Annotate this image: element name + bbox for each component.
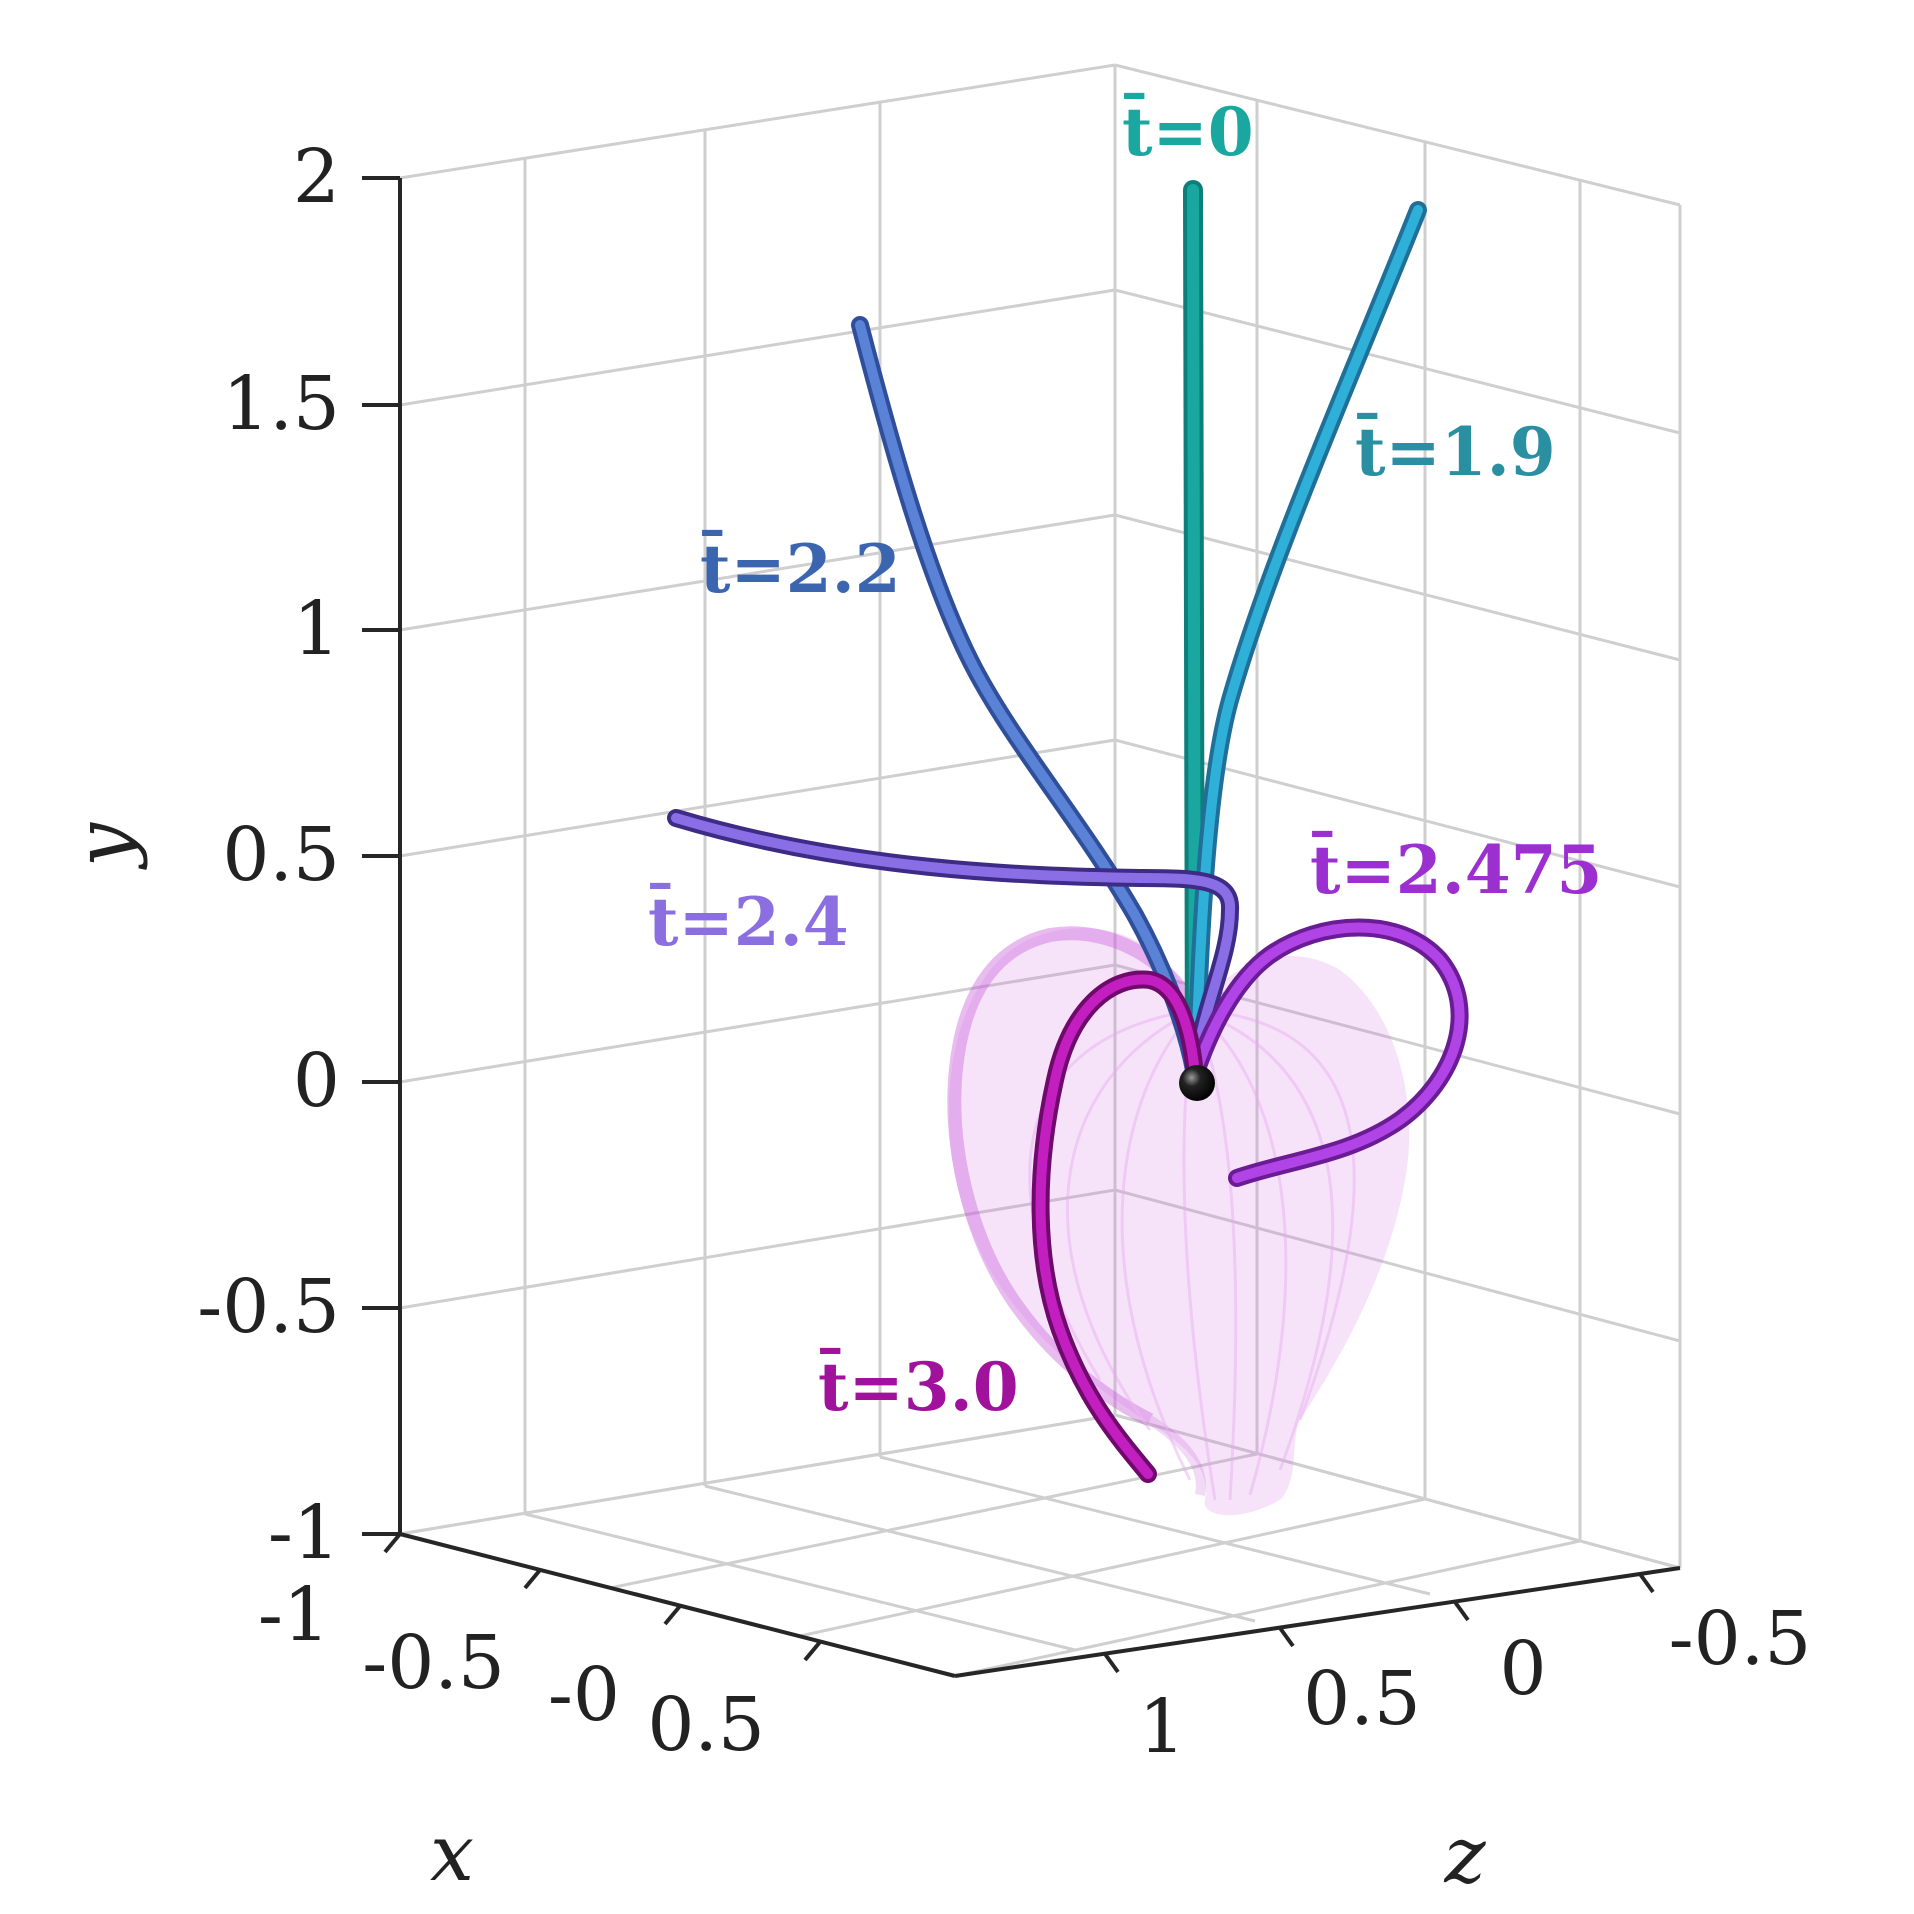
- envelope-trace: [1194, 1008, 1356, 1421]
- curve-label: t̄=1.9: [1355, 412, 1556, 491]
- envelope-edge: [1147, 1415, 1206, 1496]
- envelope-trace: [1066, 1008, 1196, 1431]
- rod-curve-t2.475-highlight: [1190, 922, 1465, 1183]
- x-tick: [663, 1604, 682, 1626]
- grid-line: [399, 513, 1116, 632]
- z-tick: [1453, 1600, 1470, 1622]
- curve-label: t̄=2.4: [648, 882, 849, 961]
- y-tick-label: -0.5: [197, 1264, 340, 1350]
- z-tick: [1103, 1652, 1120, 1674]
- z-tick-label: 1: [1138, 1684, 1185, 1770]
- x-tick-label: 0.5: [647, 1682, 765, 1768]
- curve-label: t̄=2.475: [1310, 830, 1602, 909]
- z-tick-label: 0: [1499, 1626, 1546, 1712]
- grid-line: [399, 288, 1116, 407]
- y-axis-title: y: [59, 822, 149, 870]
- x-axis-title: x: [430, 1809, 474, 1899]
- grid-line: [609, 1452, 1258, 1590]
- rod-curve-t2.2-highlight: [855, 320, 1200, 1080]
- grid-line: [1114, 288, 1681, 435]
- rod-curves: [667, 180, 1469, 1483]
- x-axis-ticks: -1 -0.5 -0 0.5 x: [258, 1532, 822, 1899]
- y-tick-label: 1.5: [222, 361, 340, 447]
- grid-line: [799, 1497, 1426, 1638]
- grid-line: [399, 963, 1116, 1084]
- curve-label: t̄=0: [1122, 92, 1254, 171]
- grid-line: [704, 1484, 1256, 1623]
- anchor-point: [1179, 1065, 1215, 1101]
- envelope-trace: [1120, 1008, 1197, 1481]
- y-tick-label: 1: [293, 586, 340, 672]
- rod-curve-t2.4-highlight: [671, 813, 1236, 1080]
- x-tick: [803, 1640, 822, 1662]
- curve-label: t̄=2.2: [700, 529, 901, 608]
- grid-line: [954, 1539, 1581, 1678]
- z-tick-label: -0.5: [1669, 1596, 1812, 1682]
- x-tick: [523, 1568, 542, 1590]
- y-tick-label: 2: [293, 134, 340, 220]
- grid-line: [399, 1413, 1116, 1536]
- z-axis-ticks: 1 0.5 0 -0.5 z: [1103, 1572, 1812, 1901]
- grid-line: [1114, 1413, 1681, 1570]
- grid-line: [1114, 63, 1681, 207]
- z-axis-line: [954, 1566, 1681, 1678]
- x-tick-label: -1: [258, 1572, 330, 1658]
- envelope-trace: [1194, 1008, 1288, 1496]
- x-tick-label: -0.5: [362, 1620, 505, 1706]
- curve-labels: t̄=0 t̄=1.9 t̄=2.2 t̄=2.4 t̄=2.475 t̄=3.…: [648, 92, 1602, 1426]
- rod-curve-t3.0-highlight: [1035, 974, 1200, 1479]
- grid-line: [399, 63, 1116, 180]
- z-tick: [1278, 1626, 1295, 1648]
- y-axis-ticks: -1 -0.5 0 0.5 1 1.5 2: [197, 134, 400, 1576]
- x-tick: [383, 1532, 402, 1554]
- x-tick-label: -0: [548, 1652, 620, 1738]
- y-tick-label: 0: [293, 1038, 340, 1124]
- z-tick-label: 0.5: [1303, 1656, 1421, 1742]
- axes: [398, 178, 1681, 1678]
- x-axis-line: [399, 1532, 956, 1678]
- grid-line: [399, 1188, 1116, 1310]
- grid-line: [399, 738, 1116, 858]
- z-axis-title: z: [1443, 1811, 1486, 1901]
- curve-label: t̄=3.0: [818, 1347, 1019, 1426]
- grid-line: [879, 1455, 1431, 1596]
- grid-line: [524, 1512, 1076, 1652]
- y-tick-label: -1: [268, 1490, 340, 1576]
- envelope-edge: [947, 926, 1202, 1427]
- rod-curve-t1.9-highlight: [1190, 205, 1423, 1080]
- z-tick: [1638, 1572, 1655, 1594]
- grid-line: [1114, 513, 1681, 662]
- grid-line: [1114, 1188, 1681, 1343]
- y-tick-label: 0.5: [222, 812, 340, 898]
